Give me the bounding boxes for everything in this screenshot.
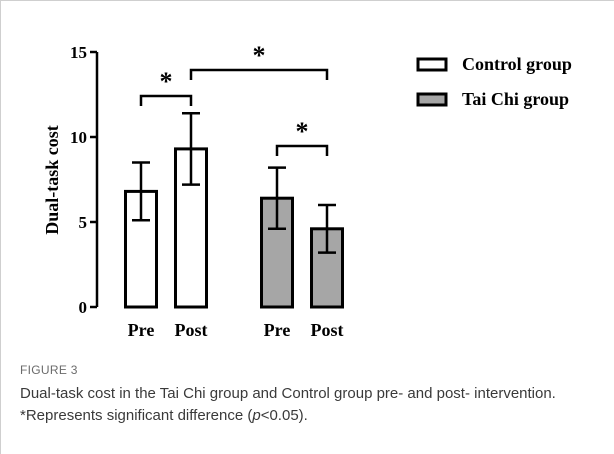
legend-swatch — [416, 57, 448, 72]
top-border — [0, 0, 614, 1]
x-tick-label: Pre — [128, 320, 155, 340]
caption-tail: <0.05). — [260, 407, 308, 424]
bar — [310, 227, 344, 309]
x-tick-label: Pre — [264, 320, 291, 340]
dual-task-cost-chart: 0 5 10 15 Dual-task cost * * * Control group Ta… — [42, 41, 572, 340]
x-tick-label: Post — [175, 320, 208, 340]
caption-text: Dual-task cost in the Tai Chi group and … — [20, 385, 556, 424]
figure-caption: Dual-task cost in the Tai Chi group and … — [20, 383, 605, 427]
x-tick-label: Post — [311, 320, 344, 340]
significance-star: * — [160, 67, 173, 96]
significance-bracket — [139, 94, 193, 106]
significance-bracket — [275, 144, 329, 156]
figure-label: FIGURE 3 — [20, 363, 78, 377]
legend-swatch — [416, 92, 448, 107]
y-tick-label: 5 — [79, 213, 88, 232]
y-tick-label: 10 — [70, 128, 87, 147]
y-tick-label: 15 — [70, 43, 87, 62]
caption-p-italic: p — [252, 407, 261, 424]
y-tick-label: 0 — [79, 298, 88, 317]
legend-label: Tai Chi group — [462, 89, 569, 109]
left-border — [0, 0, 1, 454]
significance-star: * — [296, 117, 309, 146]
y-axis-title: Dual-task cost — [42, 125, 62, 235]
significance-bracket — [189, 68, 329, 80]
significance-star: * — [253, 41, 266, 70]
legend-label: Control group — [462, 54, 572, 74]
